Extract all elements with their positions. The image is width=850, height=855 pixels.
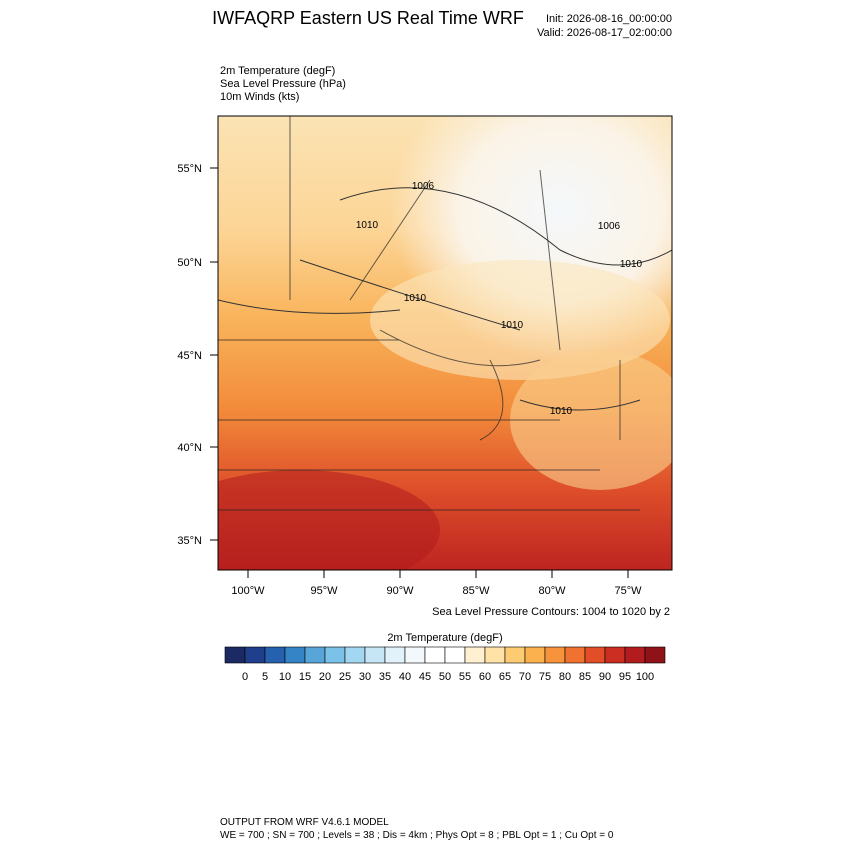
colorbar-label: 65 [499, 671, 511, 683]
colorbar-swatch [604, 646, 626, 664]
map-frame [217, 115, 673, 571]
colorbar-swatch [524, 646, 546, 664]
field-label: 10m Winds (kts) [220, 91, 299, 103]
colorbar-label: 30 [359, 671, 371, 683]
init-time: Init: 2026-08-16_00:00:00 [546, 13, 672, 25]
footer-line: OUTPUT FROM WRF V4.6.1 MODEL [220, 817, 389, 828]
lat-label: 55°N [177, 163, 202, 175]
colorbar-swatch [544, 646, 566, 664]
colorbar-swatch [464, 646, 486, 664]
lat-label: 50°N [177, 257, 202, 269]
lon-label: 100°W [231, 585, 265, 597]
colorbar-swatch [244, 646, 266, 664]
lon-label: 75°W [614, 585, 642, 597]
colorbar-swatch [444, 646, 466, 664]
colorbar-label: 85 [579, 671, 591, 683]
mild-region [510, 350, 672, 490]
contour-label: 1010 [404, 293, 427, 304]
colorbar-swatch [364, 646, 386, 664]
colorbar-swatch [504, 646, 526, 664]
colorbar-label: 15 [299, 671, 311, 683]
colorbar-swatch [284, 646, 306, 664]
colorbar-label: 60 [479, 671, 491, 683]
colorbar-label: 90 [599, 671, 611, 683]
lat-label: 35°N [177, 535, 202, 547]
field-label: Sea Level Pressure (hPa) [220, 78, 346, 90]
colorbar-swatch [384, 646, 406, 664]
colorbar-swatch [344, 646, 366, 664]
colorbar-label: 25 [339, 671, 351, 683]
contour-label: 1010 [620, 259, 643, 270]
colorbar-label: 75 [539, 671, 551, 683]
field-label: 2m Temperature (degF) [220, 65, 335, 77]
colorbar-label: 35 [379, 671, 391, 683]
title: IWFAQRP Eastern US Real Time WRF [212, 8, 524, 28]
colorbar-swatch [224, 646, 246, 664]
valid-time: Valid: 2026-08-17_02:00:00 [537, 27, 672, 39]
lat-label: 45°N [177, 350, 202, 362]
lon-label: 80°W [538, 585, 566, 597]
colorbar-swatch [564, 646, 586, 664]
colorbar-label: 10 [279, 671, 291, 683]
lon-label: 90°W [386, 585, 414, 597]
contour-label: 1010 [550, 406, 573, 417]
colorbar-label: 70 [519, 671, 531, 683]
colorbar-label: 55 [459, 671, 471, 683]
colorbar-swatch [264, 646, 286, 664]
colorbar-swatch [644, 646, 666, 664]
colorbar-swatch [484, 646, 506, 664]
colorbar-swatch [584, 646, 606, 664]
colorbar-swatch [624, 646, 646, 664]
colorbar-label: 100 [636, 671, 654, 683]
hot-region [218, 470, 440, 570]
colorbar-label: 40 [399, 671, 411, 683]
colorbar-label: 5 [262, 671, 268, 683]
map-field [218, 116, 672, 570]
contour-label: 1010 [501, 320, 524, 331]
mild-region [370, 260, 670, 380]
colorbar-label: 45 [419, 671, 431, 683]
colorbar-swatch [304, 646, 326, 664]
colorbar-swatch [324, 646, 346, 664]
lat-label: 40°N [177, 442, 202, 454]
colorbar-label: 95 [619, 671, 631, 683]
colorbar-label: 80 [559, 671, 571, 683]
boundaries [218, 116, 640, 511]
contour-note: Sea Level Pressure Contours: 1004 to 102… [432, 606, 670, 618]
lon-label: 95°W [310, 585, 338, 597]
colorbar-swatch [424, 646, 446, 664]
lon-label: 85°W [462, 585, 490, 597]
pressure-contour [218, 187, 672, 411]
colorbar-label: 0 [242, 671, 248, 683]
colorbar-swatch [404, 646, 426, 664]
colorbar-title: 2m Temperature (degF) [387, 632, 502, 644]
contour-label: 1006 [412, 181, 435, 192]
footer-line: WE = 700 ; SN = 700 ; Levels = 38 ; Dis … [220, 830, 614, 841]
colorbar-label: 20 [319, 671, 331, 683]
colorbar-label: 50 [439, 671, 451, 683]
contour-label: 1006 [598, 221, 621, 232]
contour-label: 1010 [356, 220, 379, 231]
